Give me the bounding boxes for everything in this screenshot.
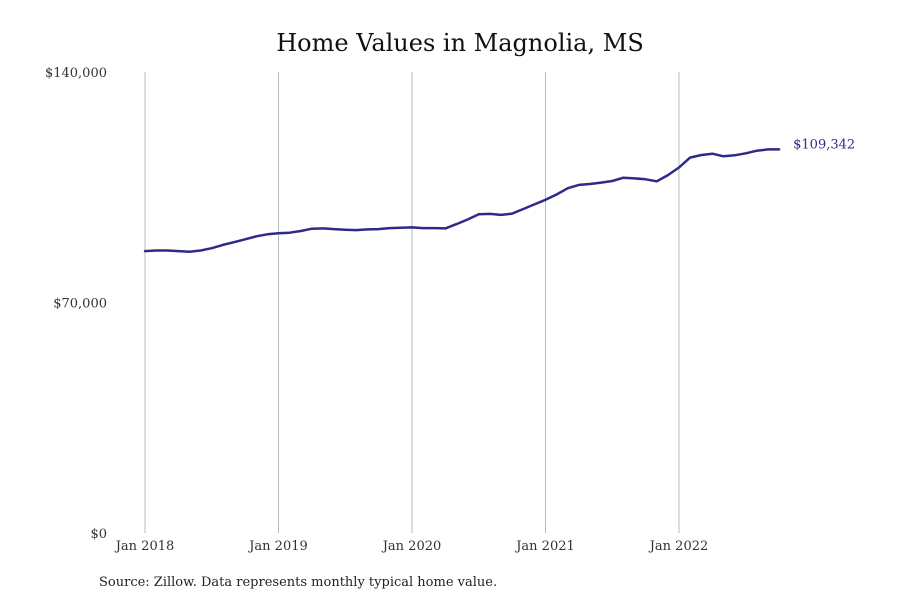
gridlines — [144, 72, 680, 533]
x-tick-label: Jan 2020 — [381, 539, 442, 554]
y-tick-label: $70,000 — [53, 297, 107, 312]
home-value-line — [143, 148, 781, 254]
chart-title: Home Values in Magnolia, MS — [276, 29, 644, 57]
y-tick-label: $0 — [90, 527, 107, 542]
y-tick-label: $140,000 — [45, 66, 107, 81]
x-axis-ticks: Jan 2018 Jan 2019 Jan 2020 Jan 2021 Jan 2022 — [114, 539, 709, 554]
series-layer — [143, 148, 781, 254]
x-tick-label: Jan 2022 — [648, 539, 709, 554]
x-tick-label: Jan 2018 — [114, 539, 175, 554]
y-axis-ticks: $0 $70,000 $140,000 — [45, 66, 107, 542]
source-note: Source: Zillow. Data represents monthly … — [99, 575, 497, 590]
x-tick-label: Jan 2019 — [247, 539, 308, 554]
x-tick-label: Jan 2021 — [514, 539, 575, 554]
latest-value-label: $109,342 — [793, 137, 855, 152]
